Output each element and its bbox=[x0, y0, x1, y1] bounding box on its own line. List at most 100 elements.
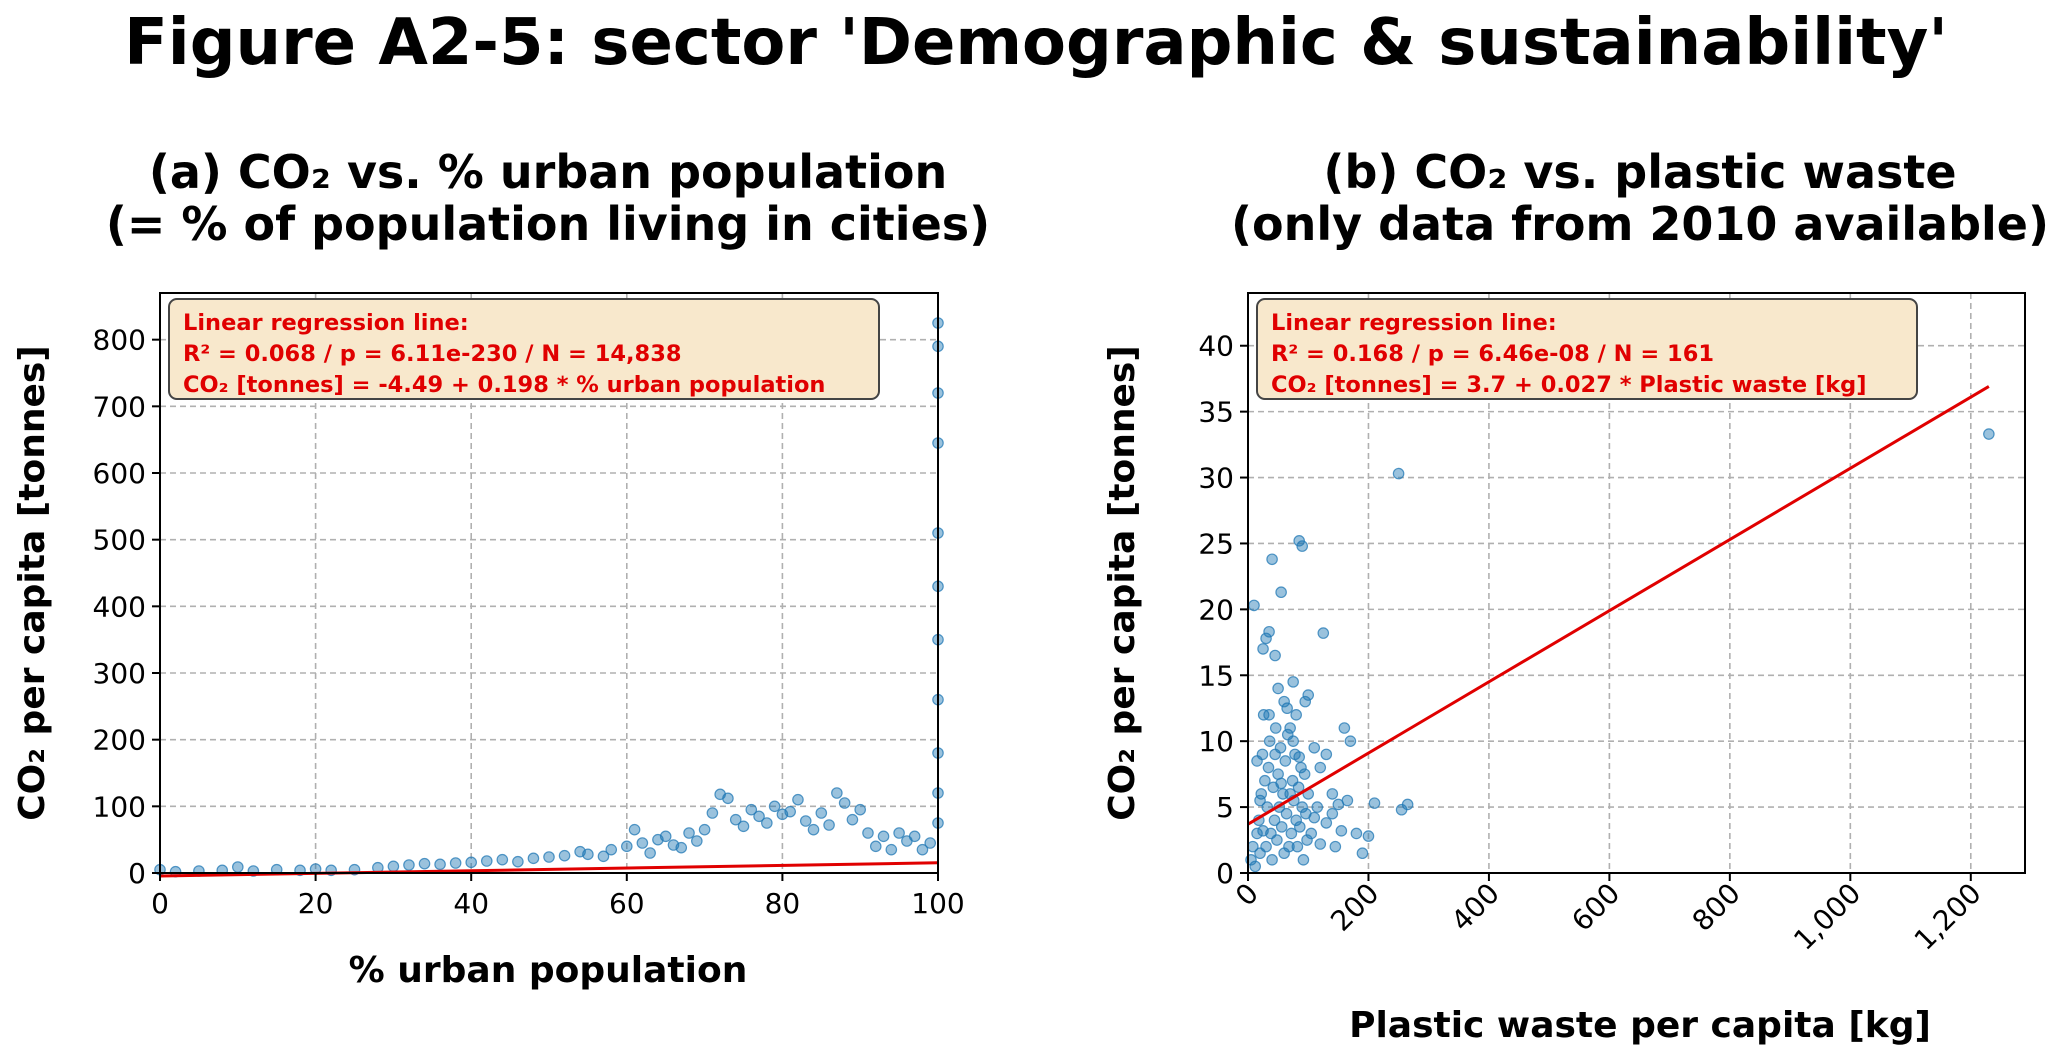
panel-b-data-point bbox=[1275, 777, 1287, 790]
panel-b-data-point bbox=[1298, 768, 1311, 780]
panel-b-ytick-label: 30 bbox=[1198, 462, 1234, 495]
panel-b-data-point bbox=[1269, 722, 1282, 734]
panel-b-xtick-label: 600 bbox=[1565, 877, 1626, 938]
panel-a-data-point bbox=[885, 843, 898, 856]
panel-b-annotation-line1: Linear regression line: bbox=[1271, 310, 1557, 336]
panel-b-data-point bbox=[1254, 794, 1266, 807]
panel-a-annotation-line2: R² = 0.068 / p = 6.11e-230 / N = 14,838 bbox=[183, 341, 682, 367]
panel-b-data-point bbox=[1326, 788, 1339, 800]
panel-a-data-point bbox=[823, 819, 835, 831]
panel-a-data-point bbox=[807, 823, 820, 836]
panel-a-data-point bbox=[908, 830, 921, 843]
panel-b-annotation-box bbox=[1256, 298, 1918, 400]
panel-a-xtick-label: 20 bbox=[298, 887, 334, 920]
panel-a-data-point bbox=[706, 807, 719, 819]
panel-a-data-point bbox=[597, 850, 610, 863]
panel-a-data-point bbox=[862, 827, 874, 839]
panel-a-annotation-line3: CO₂ [tonnes] = -4.49 + 0.198 * % urban p… bbox=[183, 372, 825, 398]
panel-a-data-point bbox=[434, 858, 446, 871]
panel-b-data-point bbox=[1335, 825, 1348, 837]
panel-a-data-point bbox=[465, 856, 477, 869]
panel-a-data-point bbox=[729, 813, 742, 826]
panel-b-xtick-label: 200 bbox=[1324, 877, 1385, 938]
panel-b-data-point bbox=[1263, 735, 1276, 747]
panel-b-data-point bbox=[1290, 709, 1302, 721]
panel-a-title-line1: (a) CO₂ vs. % urban population bbox=[149, 145, 947, 199]
panel-b-data-point bbox=[1266, 553, 1278, 566]
panel-b-data-point bbox=[1311, 801, 1324, 813]
panel-b-data-point bbox=[1259, 774, 1271, 787]
panel-b-data-point bbox=[1362, 830, 1375, 842]
panel-b-data-point bbox=[1320, 748, 1333, 761]
panel-a-data-point bbox=[846, 813, 859, 826]
panel-a-data-point bbox=[449, 857, 462, 869]
panel-b-ytick-label: 40 bbox=[1198, 330, 1234, 363]
panel-a-data-point bbox=[512, 855, 524, 868]
panel-a-data-point bbox=[582, 848, 594, 861]
panel-b-data-point bbox=[1287, 676, 1299, 688]
panel-b-data-point bbox=[1281, 702, 1293, 715]
panel-a-data-point bbox=[815, 807, 828, 819]
panel-b-data-point bbox=[1320, 817, 1333, 829]
panel-b-data-point bbox=[1356, 847, 1369, 860]
panel-b-data-point bbox=[1251, 827, 1263, 840]
panel-a-data-point bbox=[636, 837, 649, 849]
panel-b-data-point bbox=[1308, 811, 1321, 824]
panel-b-data-point bbox=[1344, 735, 1357, 747]
panel-a-ytick-label: 400 bbox=[93, 590, 146, 623]
panel-a-data-point bbox=[737, 820, 750, 833]
panel-b-data-point bbox=[1290, 814, 1302, 827]
panel-a-data-point bbox=[527, 852, 540, 865]
panel-b-data-point bbox=[1280, 807, 1293, 820]
panel-b-xtick-label: 800 bbox=[1686, 877, 1747, 938]
panel-a-data-point bbox=[403, 859, 415, 871]
panel-a-data-point bbox=[792, 793, 804, 806]
panel-b-data-point bbox=[1314, 761, 1327, 774]
panel-b-data-point bbox=[1401, 798, 1414, 811]
panel-b-data-point bbox=[1283, 840, 1295, 853]
panel-a-title-line2: (= % of population living in cities) bbox=[106, 197, 990, 251]
panel-b-xlabel: Plastic waste per capita [kg] bbox=[1349, 1005, 1931, 1046]
panel-b-data-point bbox=[1275, 586, 1287, 599]
panel-a-data-point bbox=[745, 803, 758, 816]
panel-b-xtick-label: 400 bbox=[1445, 877, 1506, 938]
panel-a-data-point bbox=[753, 810, 765, 823]
panel-a-ytick-label: 600 bbox=[93, 457, 146, 490]
panel-a-data-point bbox=[232, 861, 244, 873]
panel-b-data-point bbox=[1262, 761, 1275, 774]
panel-a-xtick-label: 0 bbox=[151, 887, 169, 920]
panel-b-xtick-label: 1,200 bbox=[1908, 877, 1988, 957]
panel-a-data-point bbox=[496, 853, 509, 866]
panel-a-data-point bbox=[893, 827, 905, 839]
panel-b-ytick-label: 20 bbox=[1198, 593, 1234, 626]
panel-b-data-point bbox=[1341, 794, 1354, 807]
panel-a-xlabel: % urban population bbox=[349, 950, 748, 991]
panel-a-data-point bbox=[628, 823, 641, 836]
panel-b-ytick-label: 35 bbox=[1198, 396, 1234, 429]
panel-b-data-point bbox=[1281, 728, 1294, 741]
panel-b-data-point bbox=[1368, 797, 1381, 809]
panel-a-data-point bbox=[418, 857, 431, 870]
panel-a-xtick-label: 40 bbox=[453, 887, 489, 920]
panel-a-ytick-label: 0 bbox=[128, 857, 146, 890]
panel-a-data-point bbox=[722, 792, 734, 805]
panel-b-data-point bbox=[1350, 827, 1363, 840]
panel-b-data-point bbox=[1392, 467, 1405, 480]
panel-a-data-point bbox=[854, 803, 866, 816]
panel-a-data-point bbox=[620, 840, 633, 853]
panel-b-data-point bbox=[1293, 751, 1305, 763]
panel-b-data-point bbox=[1251, 755, 1263, 767]
panel-a-data-point bbox=[659, 830, 672, 843]
panel-b-data-point bbox=[1248, 599, 1260, 612]
panel-a-data-point bbox=[877, 830, 890, 843]
figure-title: Figure A2-5: sector 'Demographic & susta… bbox=[124, 6, 1948, 80]
panel-b-data-point bbox=[1257, 825, 1269, 837]
panel-b-title-line1: (b) CO₂ vs. plastic waste bbox=[1323, 145, 1956, 199]
panel-b-data-point bbox=[1279, 755, 1292, 767]
panel-b-data-point bbox=[1294, 821, 1306, 833]
panel-b-data-point bbox=[1308, 741, 1321, 754]
panel-a-data-point bbox=[543, 851, 555, 863]
panel-b-regression-line bbox=[1247, 385, 1990, 826]
panel-b-annotation-line2: R² = 0.168 / p = 6.46e-08 / N = 161 bbox=[1271, 341, 1714, 367]
